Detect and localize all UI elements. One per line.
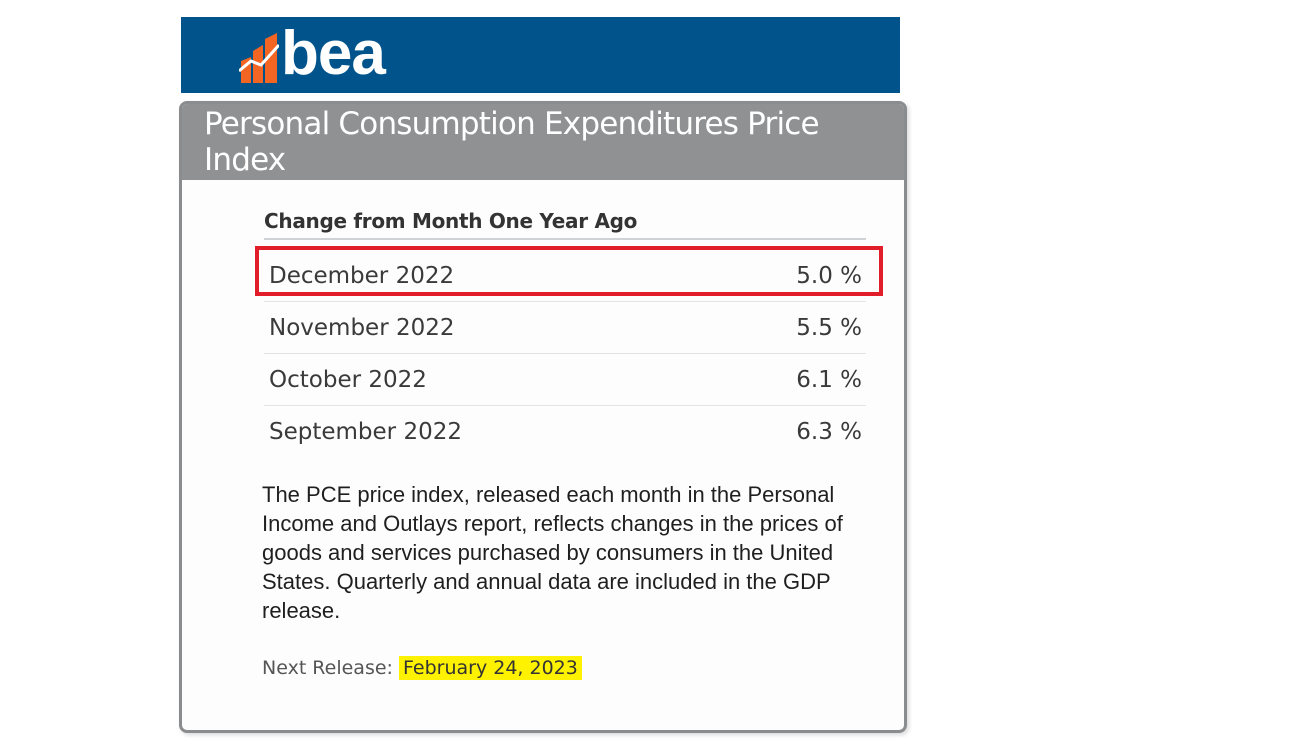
next-release: Next Release: February 24, 2023 bbox=[262, 656, 582, 680]
table-row: November 2022 5.5 % bbox=[264, 302, 866, 354]
bea-logo-text: bea bbox=[281, 19, 386, 88]
bea-chart-logo-icon bbox=[239, 33, 279, 83]
row-month: October 2022 bbox=[269, 366, 427, 393]
table-row: September 2022 6.3 % bbox=[264, 406, 866, 458]
row-value: 5.5 % bbox=[796, 314, 862, 341]
subtitle-divider bbox=[264, 238, 866, 240]
table-subtitle: Change from Month One Year Ago bbox=[264, 209, 638, 233]
row-value: 6.3 % bbox=[796, 419, 862, 445]
table-row: October 2022 6.1 % bbox=[264, 354, 866, 406]
row-month: November 2022 bbox=[269, 314, 455, 341]
bea-logo[interactable]: bea bbox=[239, 19, 386, 88]
next-release-label: Next Release: bbox=[262, 657, 393, 679]
pce-price-index-card: Personal Consumption Expenditures Price … bbox=[179, 101, 907, 733]
pce-description: The PCE price index, released each month… bbox=[262, 482, 843, 623]
row-value: 6.1 % bbox=[796, 366, 862, 393]
card-title[interactable]: Personal Consumption Expenditures Price … bbox=[204, 106, 820, 178]
pce-change-table: December 2022 5.0 % November 2022 5.5 % … bbox=[264, 250, 866, 458]
row-month: December 2022 bbox=[269, 262, 455, 289]
next-release-date: February 24, 2023 bbox=[399, 656, 582, 680]
bea-header-bar: bea bbox=[181, 17, 900, 93]
red-annotation-box bbox=[255, 246, 883, 296]
row-value: 5.0 % bbox=[796, 262, 862, 289]
row-month: September 2022 bbox=[269, 419, 462, 445]
card-header: Personal Consumption Expenditures Price … bbox=[182, 104, 904, 180]
table-row: December 2022 5.0 % bbox=[264, 250, 866, 302]
